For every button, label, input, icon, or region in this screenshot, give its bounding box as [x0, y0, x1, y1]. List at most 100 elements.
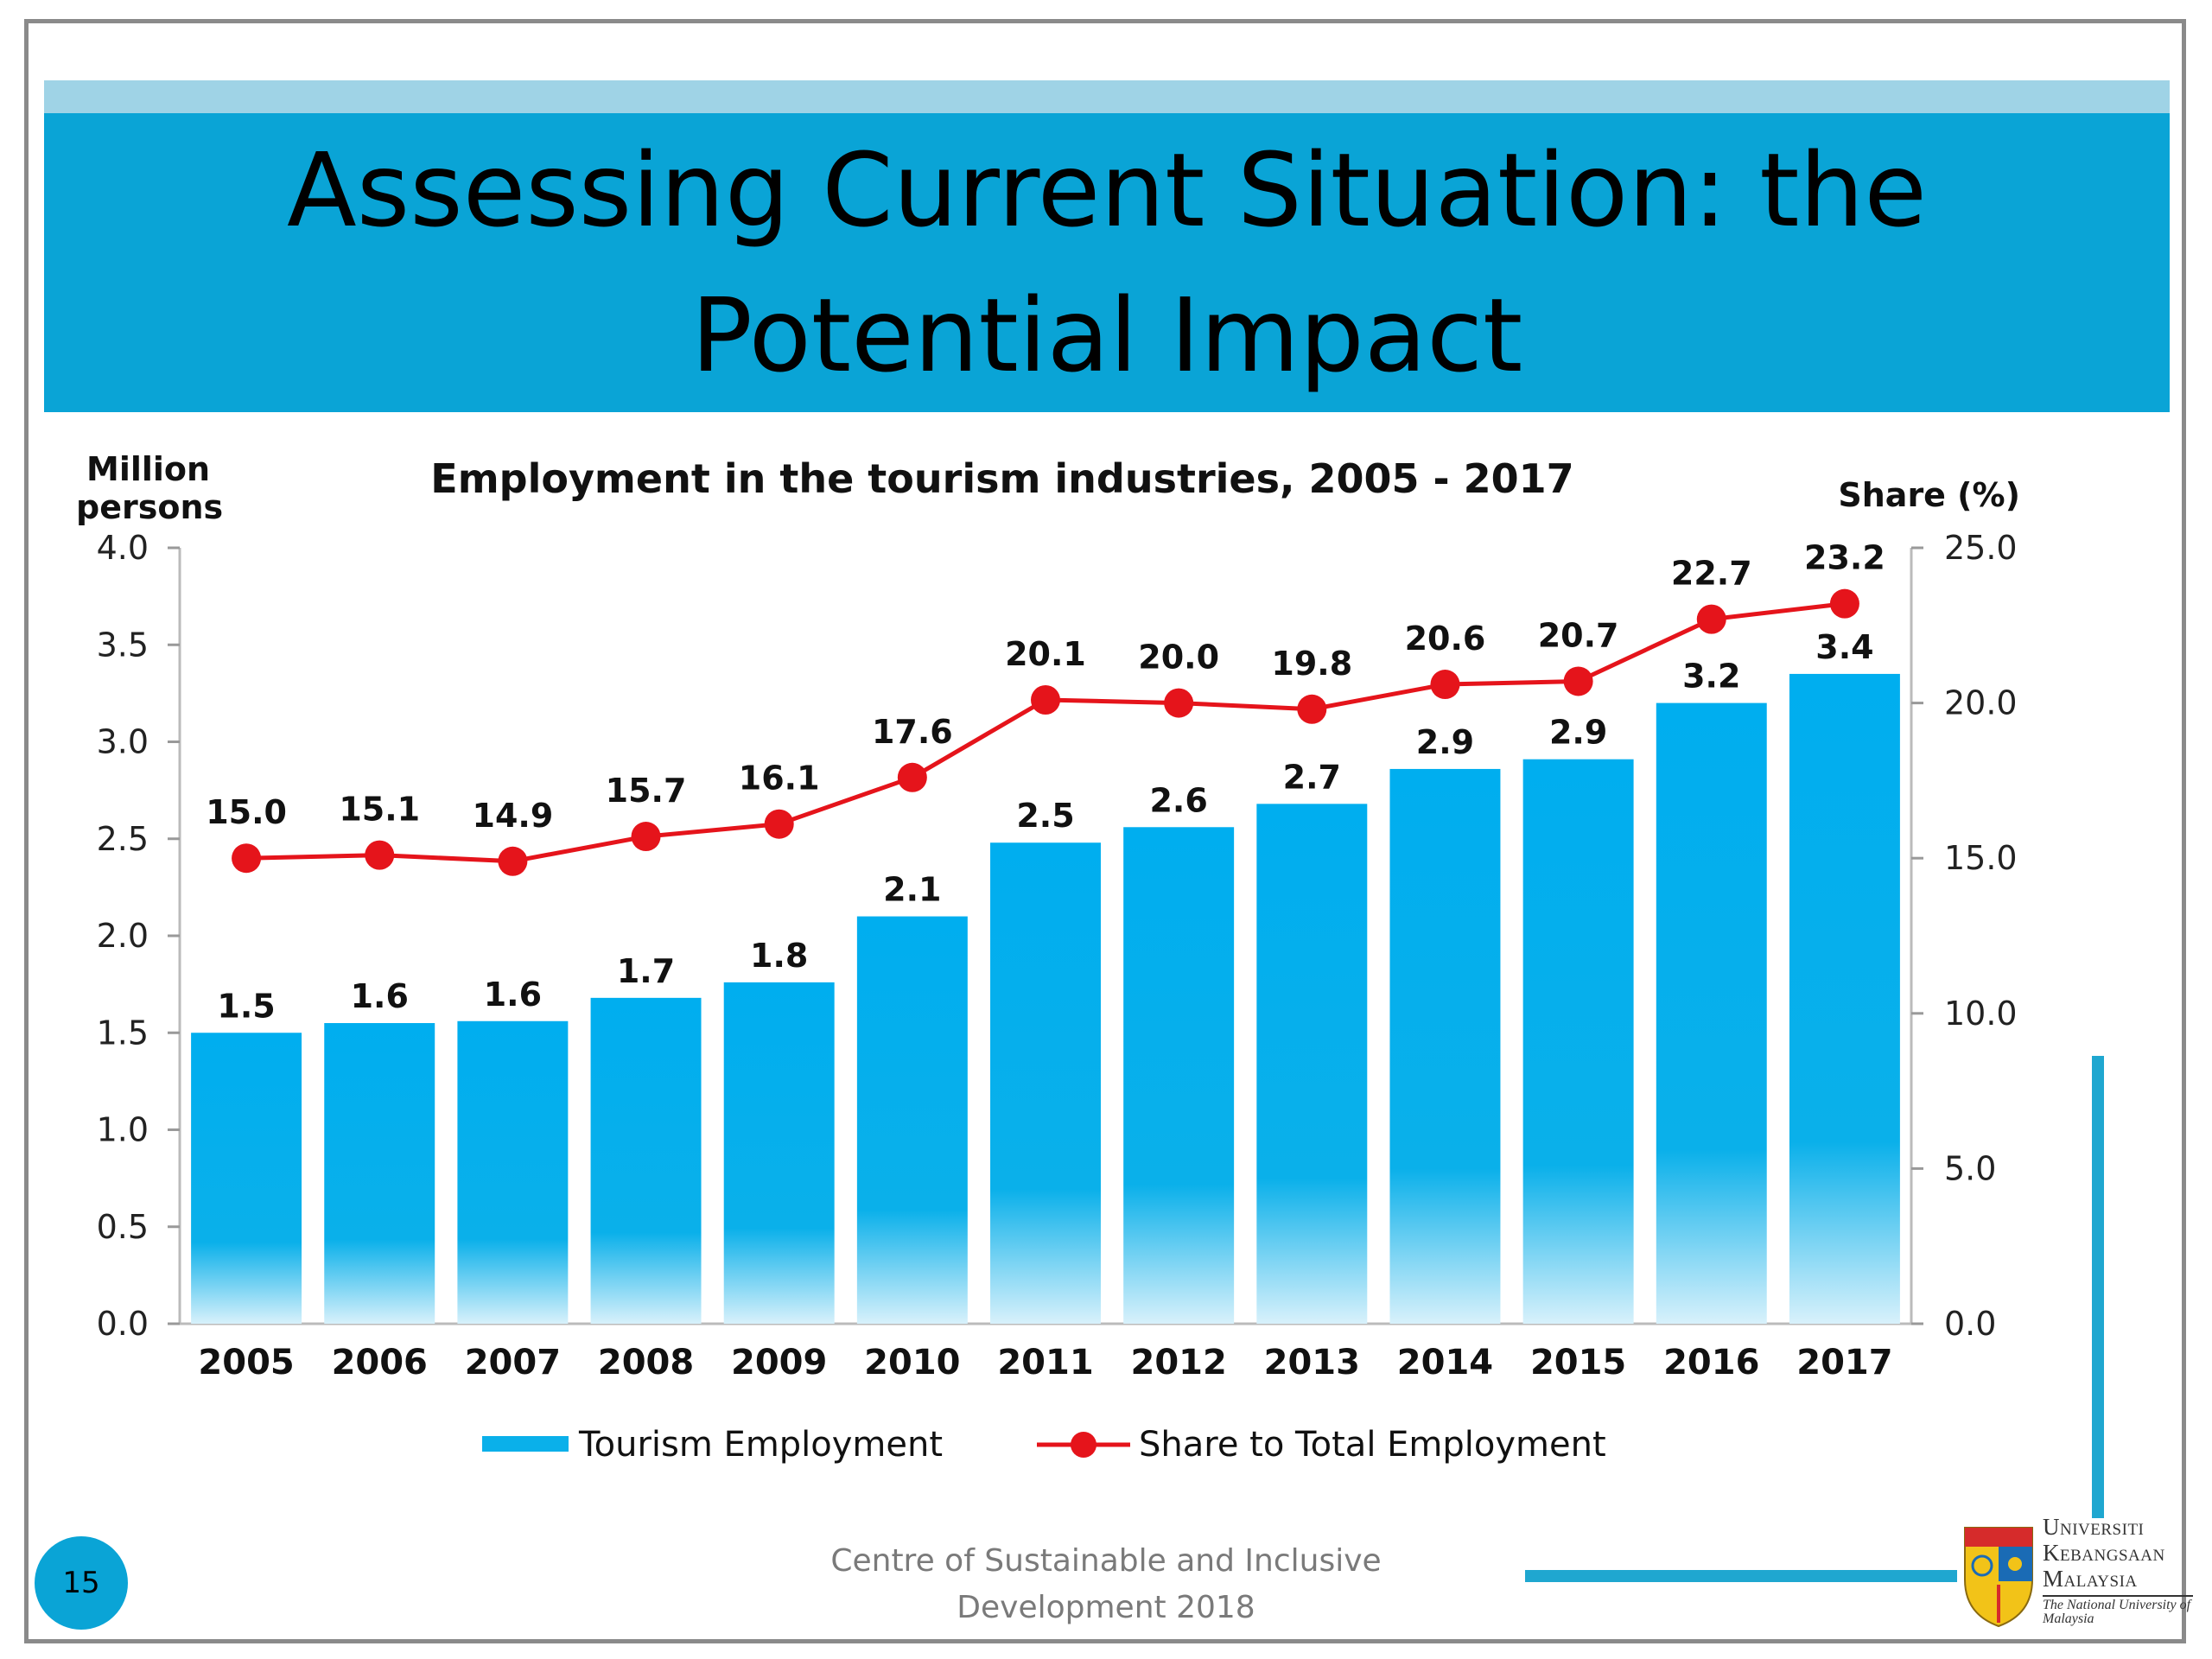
- bar-2017: [1789, 673, 1900, 1324]
- bar-2012: [1123, 827, 1235, 1324]
- bar-2016: [1656, 702, 1767, 1324]
- bar-value-label: 1.8: [750, 937, 808, 975]
- x-tick-label: 2013: [1264, 1343, 1360, 1382]
- share-value-label: 15.0: [206, 793, 287, 831]
- share-point-2005: [232, 843, 262, 874]
- y-left-tick-label: 3.5: [97, 626, 149, 664]
- x-tick-label: 2011: [997, 1343, 1093, 1382]
- y-left-tick-label: 3.0: [97, 723, 149, 761]
- y-left-tick-label: 1.5: [97, 1014, 149, 1052]
- bar-2008: [590, 997, 702, 1324]
- y-left-tick-label: 2.5: [97, 820, 149, 858]
- bar-2015: [1522, 759, 1634, 1324]
- y-left-tick-label: 2.0: [97, 917, 149, 955]
- y-right-tick-label: 10.0: [1944, 995, 2018, 1033]
- bar-value-label: 2.6: [1149, 781, 1207, 819]
- bar-2006: [324, 1023, 435, 1324]
- bar-value-label: 2.1: [883, 871, 941, 909]
- share-value-label: 20.6: [1405, 620, 1486, 658]
- logo-line-2: Kebangsaan: [2043, 1540, 2165, 1566]
- bar-2010: [856, 916, 968, 1324]
- share-point-2014: [1430, 670, 1460, 700]
- logo-line-3: Malaysia: [2043, 1566, 2138, 1592]
- x-tick-label: 2016: [1663, 1343, 1759, 1382]
- share-point-2006: [365, 840, 395, 870]
- share-value-label: 17.6: [872, 713, 953, 751]
- share-value-label: 15.1: [339, 791, 420, 829]
- bar-value-label: 2.9: [1416, 723, 1474, 761]
- share-value-label: 20.0: [1138, 639, 1219, 677]
- bar-value-label: 3.4: [1815, 628, 1873, 666]
- bar-value-label: 1.6: [351, 977, 409, 1015]
- logo-text: Universiti Kebangsaan Malaysia The Natio…: [2043, 1514, 2193, 1626]
- y-axis-right-title: Share (%): [1838, 476, 2020, 514]
- footer-text: Centre of Sustainable and Inclusive Deve…: [830, 1543, 1382, 1625]
- x-tick-label: 2014: [1397, 1343, 1493, 1382]
- y-right-tick-label: 5.0: [1944, 1149, 1996, 1187]
- y-left-tick-label: 0.0: [97, 1305, 149, 1343]
- x-tick-label: 2015: [1530, 1343, 1626, 1382]
- bar-value-label: 2.7: [1283, 758, 1341, 796]
- share-value-label: 16.1: [739, 760, 820, 798]
- share-value-label: 20.7: [1538, 616, 1619, 654]
- share-value-label: 23.2: [1804, 539, 1885, 577]
- legend-label-tourism-employment: Tourism Employment: [578, 1425, 943, 1465]
- crest-icon: [1964, 1527, 2033, 1628]
- share-point-2016: [1696, 604, 1726, 634]
- x-tick-label: 2006: [332, 1343, 428, 1382]
- page-number: 15: [62, 1566, 100, 1600]
- y-right-tick-label: 15.0: [1944, 839, 2018, 877]
- bar-2007: [457, 1020, 569, 1324]
- y-left-tick-label: 0.5: [97, 1208, 149, 1246]
- bar-2009: [723, 982, 835, 1324]
- x-tick-label: 2012: [1130, 1343, 1226, 1382]
- y-axis-left-title-line-1: Million: [86, 450, 210, 488]
- share-value-label: 22.7: [1671, 555, 1752, 593]
- share-value-label: 19.8: [1271, 645, 1352, 683]
- university-logo: Universiti Kebangsaan Malaysia The Natio…: [1960, 1514, 2193, 1637]
- bar-2014: [1389, 768, 1501, 1324]
- decorative-horizontal-bar: [1525, 1570, 1957, 1582]
- bar-value-label: 1.7: [617, 952, 675, 990]
- y-left-tick-label: 4.0: [97, 529, 149, 567]
- bar-value-label: 1.6: [484, 976, 542, 1014]
- y-left-tick-label: 1.0: [97, 1111, 149, 1149]
- legend-label-share: Share to Total Employment: [1139, 1425, 1606, 1465]
- bar-2013: [1256, 804, 1368, 1324]
- slide-title: Assessing Current Situation: the Potenti…: [287, 130, 1927, 395]
- share-point-2013: [1297, 694, 1327, 724]
- share-value-label: 20.1: [1005, 635, 1086, 673]
- x-tick-label: 2010: [864, 1343, 960, 1382]
- share-point-2012: [1164, 688, 1194, 718]
- bar-2005: [191, 1033, 302, 1324]
- page-number-badge: 15: [35, 1536, 128, 1630]
- y-right-tick-label: 20.0: [1944, 684, 2018, 722]
- y-right-tick-label: 0.0: [1944, 1305, 1996, 1343]
- chart-title: Employment in the tourism industries, 20…: [430, 455, 1573, 502]
- x-tick-label: 2009: [731, 1343, 827, 1382]
- y-right-tick-label: 25.0: [1944, 529, 2018, 567]
- share-value-label: 15.7: [606, 772, 687, 810]
- logo-tagline: The National University of Malaysia: [2043, 1595, 2193, 1626]
- x-tick-label: 2017: [1796, 1343, 1892, 1382]
- title-band: Assessing Current Situation: the Potenti…: [44, 113, 2170, 412]
- legend-bar-swatch: [482, 1436, 569, 1452]
- x-tick-label: 2008: [598, 1343, 694, 1382]
- share-point-2007: [498, 846, 528, 876]
- legend-line-marker: [1071, 1432, 1096, 1458]
- share-point-2008: [631, 822, 661, 852]
- bar-value-label: 2.9: [1549, 714, 1607, 752]
- bar-value-label: 2.5: [1016, 797, 1074, 835]
- logo-line-1: Universiti: [2043, 1514, 2145, 1540]
- share-value-label: 14.9: [473, 797, 554, 835]
- bar-value-label: 3.2: [1682, 658, 1740, 696]
- x-tick-label: 2005: [198, 1343, 294, 1382]
- share-point-2015: [1563, 666, 1593, 696]
- y-axis-left-title-line-2: persons: [76, 488, 223, 526]
- x-tick-label: 2007: [465, 1343, 561, 1382]
- share-point-2009: [764, 809, 794, 839]
- decorative-vertical-bar: [2092, 1056, 2104, 1518]
- share-point-2010: [897, 762, 927, 792]
- bar-value-label: 1.5: [217, 987, 275, 1025]
